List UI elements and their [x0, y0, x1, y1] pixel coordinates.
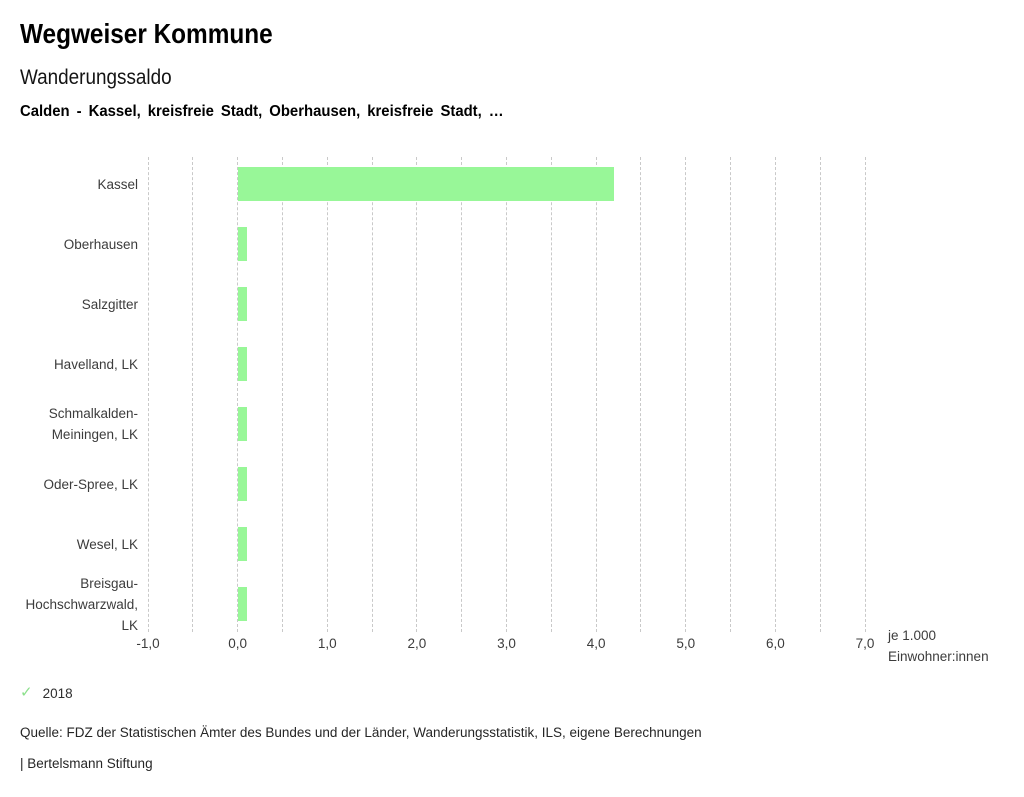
- x-axis-tick-label: 5,0: [676, 636, 696, 651]
- bar-schmalkalden-meiningen-lk[interactable]: [237, 407, 247, 441]
- bar-salzgitter[interactable]: [237, 287, 247, 321]
- gridline: [416, 157, 418, 632]
- legend-year-label: 2018: [42, 685, 73, 701]
- gridline: [595, 157, 597, 632]
- gridline: [281, 157, 283, 632]
- gridline: [774, 157, 776, 632]
- gridline: [550, 157, 552, 632]
- bar-havelland-lk[interactable]: [237, 347, 247, 381]
- category-label-schmalkalden-meiningen-lk: Schmalkalden- Meiningen, LK: [48, 406, 138, 442]
- x-axis-tick-label: 7,0: [855, 636, 875, 651]
- gridline: [371, 157, 373, 632]
- x-axis-tick-label: 6,0: [765, 636, 785, 651]
- bar-chart: Kassel Oberhausen Salzgitter Havelland, LK S…: [25, 157, 875, 651]
- bar-breisgau-hochschwarzwald-lk[interactable]: [237, 587, 247, 621]
- x-axis-unit-line1: je 1.000: [888, 628, 937, 643]
- source-note: Quelle: FDZ der Statistischen Ämter des …: [20, 725, 702, 740]
- gridline: [192, 157, 194, 632]
- bar-kassel[interactable]: [237, 167, 615, 201]
- gridline: [685, 157, 687, 632]
- category-label-wesel-lk: Wesel, LK: [76, 536, 138, 552]
- gridline: [640, 157, 642, 632]
- x-axis-unit-label: je 1.000 Einwohner:innen: [888, 625, 989, 667]
- gridline: [506, 157, 507, 632]
- x-axis-tick-label: 1,0: [317, 636, 337, 651]
- gridline: [147, 157, 149, 632]
- app-title: Wegweiser Kommune: [20, 18, 273, 49]
- category-label-salzgitter: Salzgitter: [81, 296, 138, 312]
- gridline: [326, 157, 328, 632]
- bar-oder-spree-lk[interactable]: [237, 467, 247, 501]
- gridline: [237, 157, 239, 632]
- x-axis-tick-label: 0,0: [228, 636, 248, 651]
- checkmark-icon: ✓: [20, 684, 33, 701]
- x-axis-unit-line2: Einwohner:innen: [888, 649, 989, 664]
- bar-wesel-lk[interactable]: [237, 527, 247, 561]
- x-axis-tick-label: 2,0: [407, 636, 427, 651]
- gridline: [730, 157, 732, 632]
- indicator-title: Wanderungssaldo: [20, 66, 172, 89]
- category-label-oder-spree-lk: Oder-Spree, LK: [43, 476, 138, 492]
- bar-oberhausen[interactable]: [237, 227, 247, 261]
- legend-item-2018[interactable]: ✓ 2018: [20, 685, 73, 701]
- gridline: [864, 157, 866, 632]
- x-axis-tick-label: 4,0: [586, 636, 606, 651]
- category-label-havelland-lk: Havelland, LK: [53, 356, 138, 372]
- selected-municipalities: Calden - Kassel, kreisfreie Stadt, Oberh…: [20, 103, 504, 120]
- category-label-breisgau-hochschwarzwald-lk: Breisgau- Hochschwarzwald, LK: [25, 575, 138, 633]
- category-label-oberhausen: Oberhausen: [63, 236, 138, 252]
- x-axis-tick-label: -1,0: [136, 636, 160, 651]
- category-label-kassel: Kassel: [97, 176, 138, 192]
- gridline: [461, 157, 463, 632]
- gridline: [819, 157, 821, 632]
- x-axis-tick-label: 3,0: [497, 636, 516, 651]
- brand-note: | Bertelsmann Stiftung: [20, 756, 153, 771]
